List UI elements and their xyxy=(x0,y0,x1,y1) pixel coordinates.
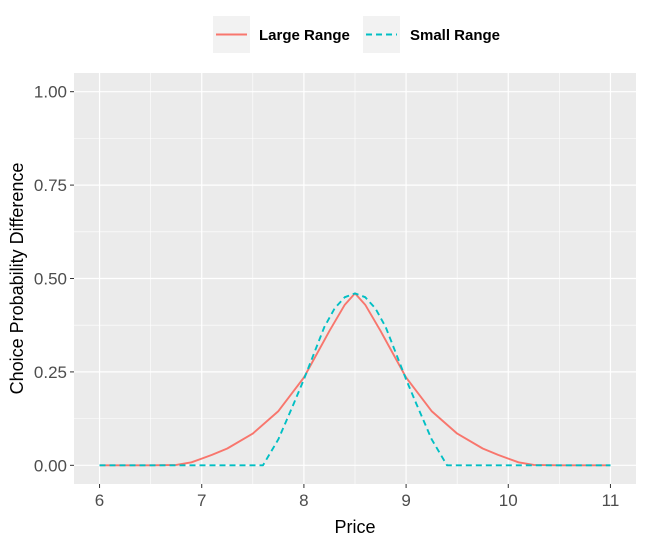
legend-label-1: Small Range xyxy=(410,27,500,44)
x-tick-label: 11 xyxy=(602,491,620,510)
x-tick-label: 7 xyxy=(197,491,206,510)
y-axis: 0.00 0.25 0.50 0.75 1.00 xyxy=(34,83,74,475)
series-line-1 xyxy=(99,292,611,467)
legend: Large Range Small Range xyxy=(213,16,500,53)
series-layer xyxy=(99,292,611,467)
y-tick-label: 0.75 xyxy=(34,176,67,195)
x-tick-label: 10 xyxy=(499,491,518,510)
x-axis: 6 7 8 9 10 11 xyxy=(95,484,619,510)
y-tick-label: 0.25 xyxy=(34,363,67,382)
y-tick-label: 0.00 xyxy=(34,456,67,475)
legend-label-0: Large Range xyxy=(259,27,350,44)
y-tick-label: 0.50 xyxy=(34,270,67,289)
x-tick-label: 6 xyxy=(95,491,104,510)
y-axis-title: Choice Probability Difference xyxy=(7,163,27,395)
y-tick-label: 1.00 xyxy=(34,83,67,102)
x-tick-label: 8 xyxy=(299,491,308,510)
x-tick-label: 9 xyxy=(401,491,410,510)
x-axis-title: Price xyxy=(334,517,375,537)
